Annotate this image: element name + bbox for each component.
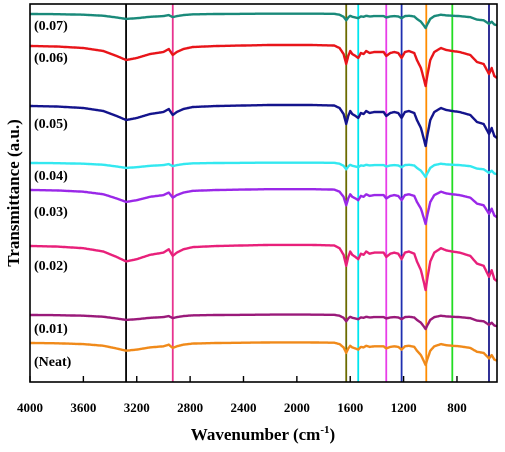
series-label-6: (0.01) <box>34 322 68 337</box>
y-axis-title: Transmittance (a.u.) <box>4 119 23 266</box>
series-labels: (0.07) (0.06) (0.05) (0.04) (0.03) (0.02) (0.0… <box>34 19 72 370</box>
marker-lines <box>125 4 490 382</box>
series-line-2 <box>29 103 498 148</box>
series-group <box>29 12 498 367</box>
series-label-5: (0.02) <box>34 259 68 274</box>
series-label-4: (0.03) <box>34 205 68 220</box>
x-tick-label-1600: 1600 <box>337 400 363 415</box>
x-axis-ticks: 4000 3600 3200 2800 2400 2000 1600 1200 800 <box>17 376 467 415</box>
series-label-2: (0.05) <box>34 117 68 132</box>
x-tick-label-4000: 4000 <box>17 400 43 415</box>
x-axis-title-superscript: -1 <box>320 424 329 436</box>
series-line-6 <box>29 313 498 331</box>
x-tick-label-3200: 3200 <box>124 400 150 415</box>
series-label-1: (0.06) <box>34 51 68 66</box>
series-label-3: (0.04) <box>34 169 68 184</box>
x-tick-label-2800: 2800 <box>177 400 203 415</box>
series-line-4 <box>29 188 498 226</box>
x-tick-label-2000: 2000 <box>284 400 310 415</box>
series-line-3 <box>29 161 498 179</box>
series-line-5 <box>29 243 498 292</box>
plot-frame <box>29 3 498 383</box>
x-tick-label-3600: 3600 <box>70 400 96 415</box>
series-label-7: (Neat) <box>34 355 72 370</box>
x-axis-title: Wavenumber (cm-1) <box>191 424 335 444</box>
series-line-1 <box>29 43 498 88</box>
series-line-7 <box>29 341 498 367</box>
x-tick-label-800: 800 <box>447 400 467 415</box>
x-tick-label-2400: 2400 <box>230 400 256 415</box>
series-label-0: (0.07) <box>34 19 68 34</box>
x-tick-label-1200: 1200 <box>391 400 417 415</box>
series-line-0 <box>29 12 498 30</box>
